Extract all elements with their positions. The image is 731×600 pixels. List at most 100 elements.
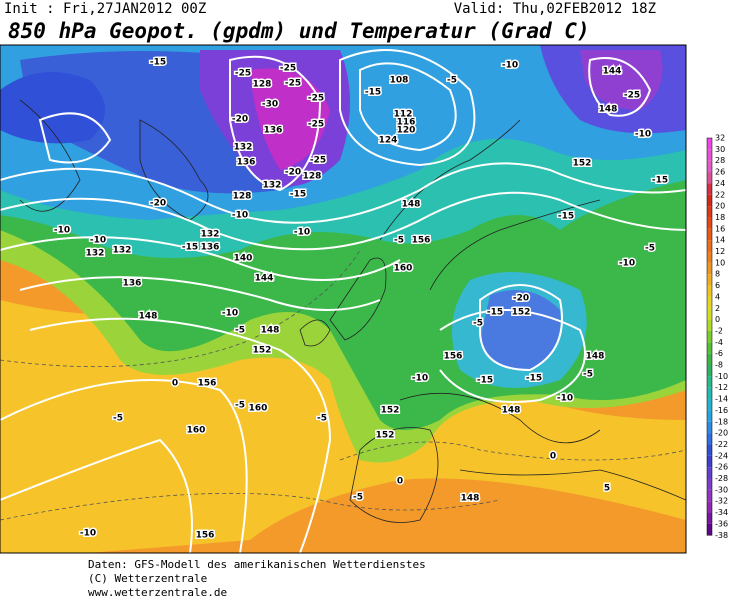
- isotherm: [0, 492, 501, 521]
- contour-label: -10: [232, 211, 248, 221]
- colorbar-cell: [707, 160, 712, 173]
- contour-label: -15: [652, 176, 668, 186]
- colorbar-label: 24: [715, 179, 725, 188]
- map-title: 850 hPa Geopot. (gpdm) und Temperatur (G…: [8, 19, 590, 43]
- contour-label: -5: [447, 76, 457, 86]
- contour-label: -25: [624, 91, 640, 101]
- geopotential-contour: [0, 191, 686, 251]
- contour-label: -5: [645, 244, 655, 254]
- geopotential-contour: [339, 49, 476, 167]
- contour-label: 156: [444, 352, 463, 362]
- colorbar-label: 8: [715, 270, 720, 279]
- coastline-iberia: [349, 427, 439, 523]
- isotherm: [339, 441, 686, 461]
- contour-label: -30: [262, 100, 278, 110]
- contour-label: -15: [150, 58, 166, 68]
- colorbar-cell: [707, 308, 712, 320]
- colorbar-label: 4: [715, 292, 720, 301]
- colorbar-cell: [707, 365, 712, 377]
- contour-label: -15: [558, 212, 574, 222]
- contour-label: 136: [237, 158, 256, 168]
- geopotential-contour: [29, 317, 332, 553]
- contour-label: -25: [285, 79, 301, 89]
- colorbar-label: -36: [715, 519, 728, 528]
- contour-label: 0: [172, 379, 178, 389]
- colorbar-cell: [707, 399, 712, 411]
- geopotential-contour: [0, 236, 401, 281]
- contour-label: -5: [394, 236, 404, 246]
- contour-label: 148: [402, 200, 421, 210]
- colorbar-cell: [707, 194, 712, 207]
- init-time: Init : Fri,27JAN2012 00Z: [4, 1, 206, 17]
- contour-label: -10: [619, 259, 635, 269]
- contour-label: -25: [280, 64, 296, 74]
- colorbar-cell: [707, 489, 712, 502]
- colorbar-label: -34: [715, 508, 728, 517]
- contour-label: -10: [635, 130, 651, 140]
- colorbar-cell: [707, 251, 712, 263]
- contour-label: -10: [412, 374, 428, 384]
- colorbar-cell: [707, 353, 712, 365]
- colorbar-cell: [707, 342, 712, 354]
- contour-label: 152: [253, 346, 272, 356]
- contour-label: -20: [285, 168, 301, 178]
- colorbar-label: -4: [715, 338, 723, 347]
- colorbar-label: -14: [715, 395, 728, 404]
- ne-purple: [580, 50, 663, 110]
- colorbar-label: -12: [715, 383, 728, 392]
- colorbar-cell: [707, 240, 712, 252]
- contour-label: 132: [263, 181, 282, 191]
- contour-label: 112: [394, 110, 413, 120]
- isotherm: [0, 249, 361, 368]
- colorbar-label: -30: [715, 485, 728, 494]
- map-frame: [0, 44, 687, 554]
- magenta-core: [250, 68, 330, 170]
- geopotential-contour: [439, 309, 586, 403]
- contour-label: -5: [317, 414, 327, 424]
- contour-label: -25: [308, 94, 324, 104]
- contour-label: 132: [86, 249, 105, 259]
- contour-label: -25: [310, 156, 326, 166]
- geopotential-contour: [479, 284, 563, 372]
- contour-label: 152: [512, 308, 531, 318]
- colorbar-label: 30: [715, 145, 725, 154]
- geopotential-contour: [359, 62, 457, 152]
- contour-label: -15: [182, 243, 198, 253]
- colorbar-label: 0: [715, 315, 720, 324]
- footer-url: www.wetterzentrale.de: [88, 586, 227, 599]
- colorbar-frame: [706, 137, 713, 536]
- contour-label: 160: [394, 264, 413, 274]
- colorbar-label: -24: [715, 451, 728, 460]
- contour-label: 152: [573, 159, 592, 169]
- contour-label: 116: [397, 118, 416, 128]
- colorbar-cell: [707, 217, 712, 229]
- contour-label: -10: [557, 394, 573, 404]
- contour-label: -5: [113, 414, 123, 424]
- colorbar-label: -2: [715, 326, 723, 335]
- colorbar-cell: [707, 149, 712, 161]
- colorbar-cell: [707, 455, 712, 468]
- colorbar-label: -26: [715, 463, 728, 472]
- geopotential-contour: [19, 276, 381, 311]
- contour-label: -20: [513, 294, 529, 304]
- contour-label: -5: [235, 401, 245, 411]
- contour-label: 5: [604, 484, 610, 494]
- geopotential-contour: [229, 55, 322, 192]
- colorbar-cell: [707, 228, 712, 241]
- colorbar-label: 2: [715, 304, 720, 313]
- colorbar-label: 22: [715, 190, 725, 199]
- footer-source: Daten: GFS-Modell des amerikanischen Wet…: [88, 558, 426, 571]
- colorbar-label: 20: [715, 202, 725, 211]
- contour-label: 156: [196, 531, 215, 541]
- colorbar-label: -38: [715, 531, 728, 540]
- colorbar: 32302826242220181614121086420-2-4-6-8-10…: [706, 134, 728, 540]
- contour-label: -5: [235, 326, 245, 336]
- geopotential-contour: [588, 57, 652, 117]
- contour-label: 136: [123, 279, 142, 289]
- geopotential-contour: [0, 162, 686, 224]
- contour-label: 136: [201, 243, 220, 253]
- contour-label: 0: [550, 452, 556, 462]
- contour-label: 156: [198, 379, 217, 389]
- colorbar-cell: [707, 467, 712, 479]
